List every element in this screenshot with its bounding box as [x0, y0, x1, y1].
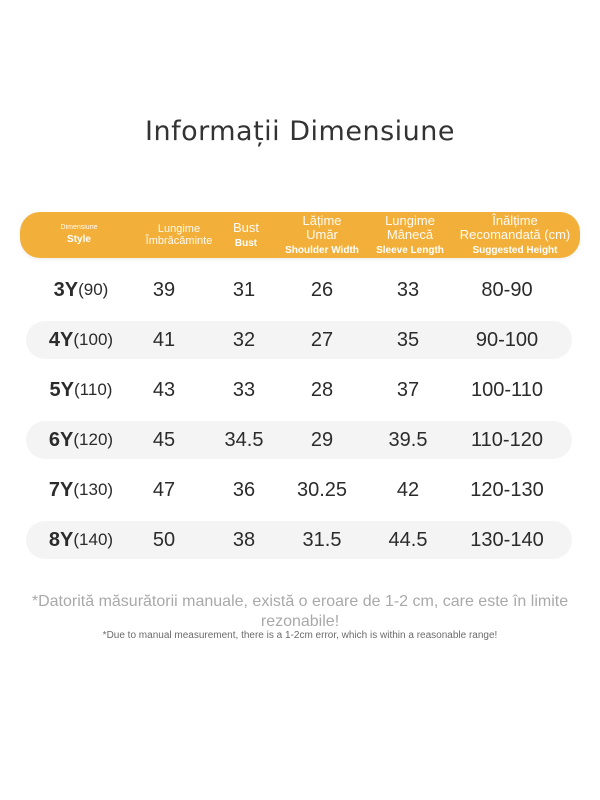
- measurement-note-ro: *Datorită măsurătorii manuale, există o …: [31, 593, 569, 630]
- sleeve-cell: 33: [396, 278, 420, 301]
- header-height: Înălțime Recomandată (cm) Suggested Heig…: [450, 212, 580, 258]
- size-code: 4Y: [48, 328, 74, 351]
- bust-cell: 34.5: [224, 428, 264, 451]
- header-sleeve: Lungime Mânecă Sleeve Length: [362, 212, 458, 258]
- size-code: 7Y: [48, 478, 74, 501]
- table-header: Dimensiune Style Lungime Îmbrăcăminte Bu…: [20, 212, 580, 258]
- height-cell: 120-130: [470, 478, 544, 501]
- shoulder-cell: 26: [310, 278, 334, 301]
- bust-cell: 36: [232, 478, 256, 501]
- height-cell: 130-140: [470, 528, 544, 551]
- header-bust: Bust Bust: [206, 212, 286, 258]
- size-code: 5Y: [49, 378, 75, 401]
- table-row: 8Y (140) 50 38 31.5 44.5 130-140: [26, 521, 572, 559]
- sleeve-cell: 39.5: [388, 428, 428, 451]
- size-number: (100): [73, 330, 114, 349]
- page-title: Informații Dimensiune: [145, 116, 455, 147]
- table-row: 6Y (120) 45 34.5 29 39.5 110-120: [26, 421, 572, 459]
- size-cell: 4Y (100): [26, 321, 136, 359]
- size-number: (90): [78, 280, 109, 299]
- header-bust-ro: Bust: [232, 220, 259, 236]
- length-cell: 45: [152, 428, 176, 451]
- header-sleeve-ro: Lungime Mânecă: [385, 212, 435, 243]
- sleeve-cell: 35: [396, 328, 420, 351]
- shoulder-cell: 29: [310, 428, 334, 451]
- height-cell: 110-120: [471, 428, 543, 451]
- length-cell: 47: [152, 478, 176, 501]
- bust-cell: 32: [232, 328, 256, 351]
- table-row: 5Y (110) 43 33 28 37 100-110: [26, 371, 572, 409]
- measurement-note-en: *Due to manual measurement, there is a 1…: [102, 630, 498, 641]
- header-length-ro: Lungime Îmbrăcăminte: [145, 222, 213, 247]
- header-bust-en: Bust: [234, 237, 258, 249]
- length-cell: 50: [152, 528, 176, 551]
- table-row: 7Y (130) 47 36 30.25 42 120-130: [26, 471, 572, 509]
- length-cell: 39: [152, 278, 176, 301]
- shoulder-cell: 31.5: [302, 528, 342, 551]
- table-row: 3Y (90) 39 31 26 33 80-90: [26, 271, 572, 309]
- height-cell: 90-100: [475, 328, 539, 351]
- header-style-ro: Dimensiune: [60, 224, 98, 232]
- header-shoulder-en: Shoulder Width: [285, 244, 359, 256]
- size-number: (140): [73, 530, 114, 549]
- length-cell: 43: [152, 378, 176, 401]
- header-length: Lungime Îmbrăcăminte: [120, 212, 238, 258]
- size-cell: 5Y (110): [26, 371, 136, 409]
- size-number: (130): [73, 480, 114, 499]
- size-number: (110): [74, 380, 113, 399]
- size-cell: 6Y (120): [26, 421, 136, 459]
- sleeve-cell: 37: [396, 378, 420, 401]
- size-cell: 8Y (140): [26, 521, 136, 559]
- sleeve-cell: 42: [396, 478, 420, 501]
- header-shoulder-ro: Lățime Umăr: [302, 212, 342, 243]
- shoulder-cell: 27: [310, 328, 334, 351]
- shoulder-cell: 28: [310, 378, 334, 401]
- size-cell: 7Y (130): [26, 471, 136, 509]
- header-sleeve-en: Sleeve Length: [376, 244, 444, 256]
- size-code: 8Y: [48, 528, 74, 551]
- header-height-ro: Înălțime Recomandată (cm): [459, 212, 571, 243]
- bust-cell: 31: [232, 278, 256, 301]
- bust-cell: 38: [232, 528, 256, 551]
- size-number: (120): [73, 430, 114, 449]
- table-row: 4Y (100) 41 32 27 35 90-100: [26, 321, 572, 359]
- size-code: 6Y: [48, 428, 74, 451]
- size-code: 3Y: [53, 278, 79, 301]
- height-cell: 100-110: [471, 378, 543, 401]
- length-cell: 41: [152, 328, 176, 351]
- size-cell: 3Y (90): [26, 271, 136, 309]
- header-style: Dimensiune Style: [20, 212, 138, 258]
- sleeve-cell: 44.5: [388, 528, 428, 551]
- bust-cell: 33: [232, 378, 256, 401]
- shoulder-cell: 30.25: [296, 478, 348, 501]
- header-style-en: Style: [67, 234, 91, 246]
- header-height-en: Suggested Height: [472, 244, 558, 256]
- height-cell: 80-90: [481, 278, 533, 301]
- header-shoulder: Lățime Umăr Shoulder Width: [272, 212, 372, 258]
